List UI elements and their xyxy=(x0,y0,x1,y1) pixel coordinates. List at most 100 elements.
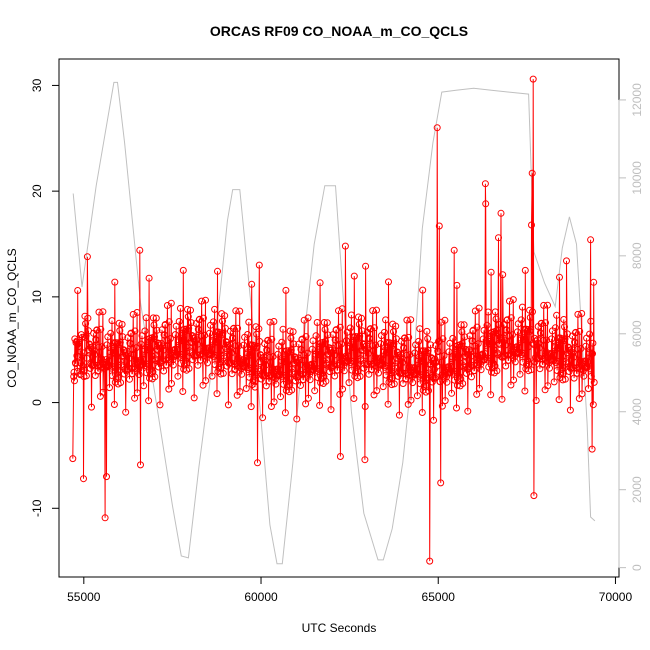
data-point xyxy=(267,358,274,366)
data-point xyxy=(441,397,449,405)
data-point xyxy=(433,362,441,370)
data-point xyxy=(501,337,509,345)
data-point xyxy=(500,353,508,361)
data-point xyxy=(439,335,447,343)
data-point xyxy=(70,373,78,380)
data-point xyxy=(264,336,272,344)
data-point xyxy=(268,335,276,343)
data-point xyxy=(136,246,144,254)
data-point xyxy=(533,346,541,354)
data-point xyxy=(584,358,592,366)
data-point xyxy=(437,318,445,326)
data-point xyxy=(556,273,563,281)
data-point xyxy=(226,359,234,367)
data-point xyxy=(353,350,361,358)
data-point xyxy=(588,445,596,453)
data-point xyxy=(143,343,151,351)
data-point xyxy=(590,378,598,386)
data-point xyxy=(434,348,442,356)
data-point xyxy=(448,389,456,397)
data-point xyxy=(395,411,403,419)
y-axis-label: CO_NOAA_m_CO_QCLS xyxy=(5,248,19,387)
data-point xyxy=(501,341,509,349)
data-point xyxy=(450,367,458,375)
data-point xyxy=(304,394,312,402)
data-point xyxy=(313,364,321,372)
data-point xyxy=(93,326,101,334)
data-point xyxy=(380,328,388,336)
data-point xyxy=(320,319,328,326)
data-point xyxy=(383,346,391,354)
data-point xyxy=(586,365,594,373)
y2-tick-label: 8000 xyxy=(630,242,644,269)
data-point xyxy=(229,334,237,342)
data-point xyxy=(587,317,595,325)
data-point xyxy=(578,390,586,398)
data-point xyxy=(452,353,460,361)
data-point xyxy=(206,329,213,337)
data-point xyxy=(169,361,177,369)
data-point xyxy=(528,169,536,177)
data-point xyxy=(108,362,116,370)
data-point xyxy=(270,318,278,325)
data-point xyxy=(574,345,582,353)
data-point xyxy=(369,347,377,355)
data-point xyxy=(117,379,125,387)
data-point xyxy=(286,327,294,335)
data-point xyxy=(248,280,256,288)
data-point xyxy=(278,338,286,346)
data-point xyxy=(587,372,595,380)
data-point xyxy=(406,351,414,359)
data-point xyxy=(358,327,366,335)
data-point xyxy=(326,363,334,371)
data-point xyxy=(249,344,257,352)
data-point xyxy=(503,316,511,324)
x-tick-label: 70000 xyxy=(599,590,633,604)
data-point xyxy=(141,327,149,335)
data-point xyxy=(156,401,164,409)
data-point xyxy=(115,319,123,327)
data-point xyxy=(572,328,580,336)
data-point xyxy=(347,311,355,319)
data-point xyxy=(421,365,429,372)
data-point xyxy=(118,320,126,328)
data-point xyxy=(369,307,377,315)
data-point xyxy=(433,358,440,366)
data-point xyxy=(109,347,117,355)
data-point xyxy=(108,317,116,325)
data-point xyxy=(285,364,292,372)
y-tick-label: 10 xyxy=(30,290,44,304)
data-point xyxy=(383,349,391,357)
data-point xyxy=(95,308,103,316)
data-point xyxy=(330,351,338,359)
data-point xyxy=(211,305,219,313)
data-point xyxy=(385,278,392,286)
data-point xyxy=(353,364,360,372)
data-point xyxy=(467,352,475,360)
data-point xyxy=(517,316,525,324)
data-point xyxy=(495,234,502,242)
data-point xyxy=(392,322,400,330)
data-point xyxy=(356,372,364,380)
data-point xyxy=(185,324,193,332)
data-point xyxy=(295,371,303,379)
data-point xyxy=(459,380,467,387)
data-point xyxy=(108,372,116,380)
data-point xyxy=(430,416,438,424)
data-point xyxy=(499,271,507,279)
data-point xyxy=(95,343,103,351)
data-point xyxy=(322,377,330,385)
data-point xyxy=(151,333,158,341)
data-point xyxy=(425,387,432,395)
data-point xyxy=(292,356,300,364)
data-point xyxy=(498,395,506,403)
data-point xyxy=(372,341,380,349)
y-tick-label: 30 xyxy=(30,78,44,92)
data-point xyxy=(421,378,429,386)
data-point xyxy=(71,377,78,385)
data-point xyxy=(75,340,83,348)
data-point xyxy=(548,335,556,343)
data-point xyxy=(303,349,311,357)
data-point xyxy=(446,339,454,347)
data-point xyxy=(510,376,518,384)
